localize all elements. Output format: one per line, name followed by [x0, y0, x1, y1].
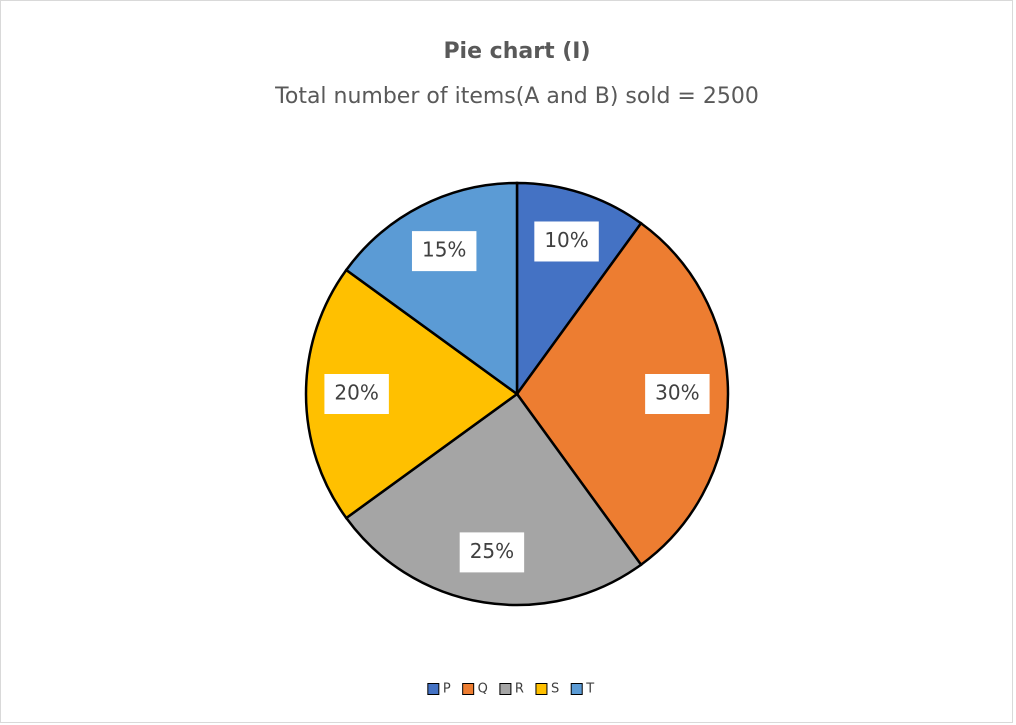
legend-swatch: [499, 683, 512, 695]
legend-swatch: [462, 683, 475, 695]
data-label: 30%: [655, 381, 699, 405]
data-label: 15%: [422, 238, 466, 262]
legend-swatch: [427, 683, 440, 695]
chart-title: Pie chart (I): [443, 39, 590, 64]
data-label-box: [459, 532, 525, 573]
data-label: 25%: [470, 539, 514, 563]
data-label-box: [324, 374, 389, 414]
legend-label: R: [515, 682, 524, 697]
pie-slice: [515, 221, 730, 567]
data-label: 10%: [544, 228, 588, 252]
legend-label: P: [443, 682, 451, 697]
legend-label: S: [551, 682, 559, 697]
data-label-box: [645, 374, 710, 414]
data-label: 20%: [334, 381, 378, 405]
chart-subtitle: Total number of items(A and B) sold = 25…: [274, 84, 759, 109]
legend-swatch: [535, 683, 548, 695]
legend-label: T: [585, 682, 594, 697]
data-label-box: [411, 231, 477, 272]
legend-swatch: [570, 683, 583, 695]
legend-label: Q: [478, 682, 488, 697]
data-label-box: [534, 221, 599, 262]
pie-slice: [344, 392, 643, 607]
pie-slice: [304, 268, 520, 520]
